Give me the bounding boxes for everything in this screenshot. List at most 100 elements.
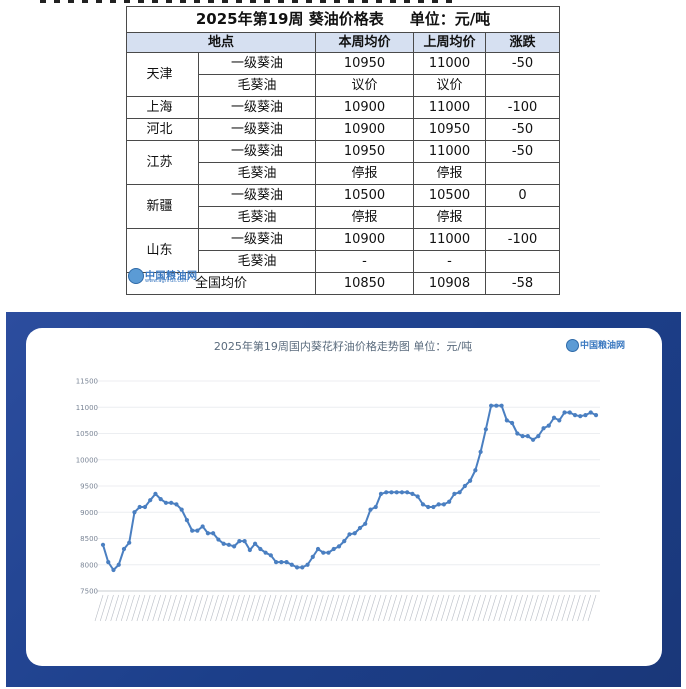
last-week-cell: 停报 [413, 162, 486, 185]
x-tick-mark [398, 594, 408, 622]
data-point [111, 567, 116, 573]
y-tick-label: 8500 [80, 535, 98, 543]
table-title: 2025年第19周 葵油价格表 [195, 10, 384, 28]
x-axis-ticks [94, 594, 597, 622]
x-tick-mark [204, 594, 214, 622]
x-tick-mark [582, 594, 592, 622]
data-point [378, 491, 384, 496]
x-tick-mark [362, 594, 371, 622]
x-tick-mark [257, 594, 266, 622]
x-tick-mark [482, 594, 492, 622]
y-tick-label: 9500 [80, 483, 98, 491]
x-tick-mark [152, 594, 161, 622]
data-point [263, 550, 268, 555]
data-point [300, 565, 305, 570]
data-point [336, 544, 342, 549]
x-tick-mark [220, 594, 230, 622]
data-point [405, 490, 410, 495]
region-cell: 上海 [126, 96, 199, 119]
last-week-cell: 11000 [413, 228, 486, 251]
x-tick-mark [467, 594, 476, 622]
data-point [530, 437, 536, 442]
x-tick-mark [120, 594, 130, 622]
data-point [205, 531, 210, 536]
x-tick-mark [509, 594, 518, 622]
x-tick-mark [503, 594, 513, 622]
x-tick-mark [530, 594, 539, 622]
x-tick-mark [519, 594, 529, 622]
national-change: -58 [484, 272, 561, 295]
x-tick-mark [335, 594, 345, 622]
data-point [252, 541, 258, 546]
globe-icon [566, 339, 579, 352]
data-point [410, 491, 415, 496]
data-point [441, 502, 447, 507]
x-tick-mark [141, 594, 151, 622]
data-point [163, 500, 169, 505]
x-tick-mark [383, 594, 392, 622]
data-point [352, 531, 357, 536]
data-point [273, 560, 279, 565]
data-point [268, 553, 273, 558]
data-point [499, 403, 504, 408]
x-tick-mark [414, 594, 424, 622]
data-point [593, 413, 599, 418]
x-tick-mark [115, 594, 125, 622]
data-point [342, 539, 347, 544]
chart-logo-text: 中国粮油网 [580, 341, 626, 351]
data-point [153, 491, 158, 496]
x-tick-mark [168, 594, 177, 622]
data-point [483, 427, 488, 432]
x-tick-mark [545, 594, 555, 622]
region-cell: 江苏 [126, 140, 199, 185]
data-point [232, 544, 237, 549]
data-point [305, 562, 310, 567]
x-tick-mark [183, 594, 193, 622]
last-week-cell: 10950 [413, 118, 486, 141]
y-tick-label: 7500 [80, 588, 98, 596]
x-tick-mark [299, 594, 308, 622]
y-tick-label: 10500 [76, 430, 98, 438]
x-tick-mark [304, 594, 314, 622]
chart-card [26, 328, 662, 666]
data-point [546, 423, 551, 428]
data-point [258, 546, 263, 552]
x-tick-mark [189, 594, 198, 622]
x-tick-mark [472, 594, 481, 622]
x-tick-mark [388, 594, 397, 622]
x-tick-mark [393, 594, 403, 622]
data-point [221, 541, 226, 546]
x-tick-mark [252, 594, 261, 622]
table-row: 天津 一级葵油 10950 11000 -50 [126, 52, 561, 97]
header-this-week: 本周均价 [315, 32, 414, 53]
data-point [158, 497, 163, 502]
data-point [473, 468, 478, 473]
x-tick-mark [231, 594, 240, 622]
x-tick-mark [262, 594, 272, 622]
data-point [190, 528, 195, 533]
x-tick-mark [94, 594, 104, 622]
data-point [504, 418, 509, 423]
data-point [436, 502, 441, 507]
x-tick-mark [325, 594, 335, 622]
data-point [179, 507, 184, 512]
x-tick-mark [267, 594, 277, 622]
y-tick-label: 9000 [80, 509, 98, 517]
data-point [279, 560, 284, 565]
data-point [116, 562, 121, 567]
x-tick-mark [488, 594, 497, 622]
table-row: 毛葵油 停报 停报 [127, 162, 561, 185]
data-point [536, 434, 541, 439]
data-point [457, 490, 462, 495]
data-point [242, 539, 247, 544]
data-point [399, 490, 405, 495]
data-point [347, 532, 352, 537]
x-tick-mark [493, 594, 502, 622]
x-tick-mark [110, 594, 120, 622]
y-tick-label: 8000 [80, 561, 98, 569]
y-tick-label: 11000 [76, 404, 98, 412]
data-point [420, 502, 426, 507]
series-line-group [102, 404, 597, 571]
data-point [142, 504, 148, 510]
